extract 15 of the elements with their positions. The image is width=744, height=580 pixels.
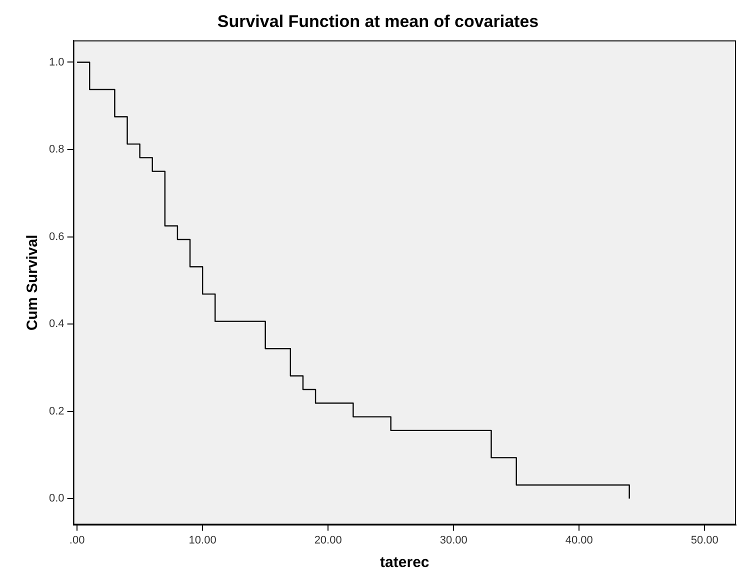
y-tick-label: 0.6 <box>48 230 64 243</box>
y-tick-label: 0.2 <box>48 405 64 418</box>
y-tick-label: 0.0 <box>48 492 64 505</box>
x-tick-label: 10.00 <box>188 534 216 546</box>
x-axis-title: taterec <box>380 554 430 572</box>
x-tick-label: .00 <box>69 534 85 546</box>
x-tick-label: 40.00 <box>565 534 593 546</box>
y-tick-label: 0.8 <box>48 144 64 156</box>
y-tick-label: 0.4 <box>48 318 64 330</box>
x-tick-label: 50.00 <box>690 534 718 546</box>
y-tick-label: 1.0 <box>48 56 64 68</box>
x-tick-label: 20.00 <box>314 534 342 546</box>
y-axis-title: Cum Survival <box>24 234 42 331</box>
chart-title: Survival Function at mean of covariates <box>217 12 539 31</box>
x-tick-label: 30.00 <box>440 534 468 546</box>
